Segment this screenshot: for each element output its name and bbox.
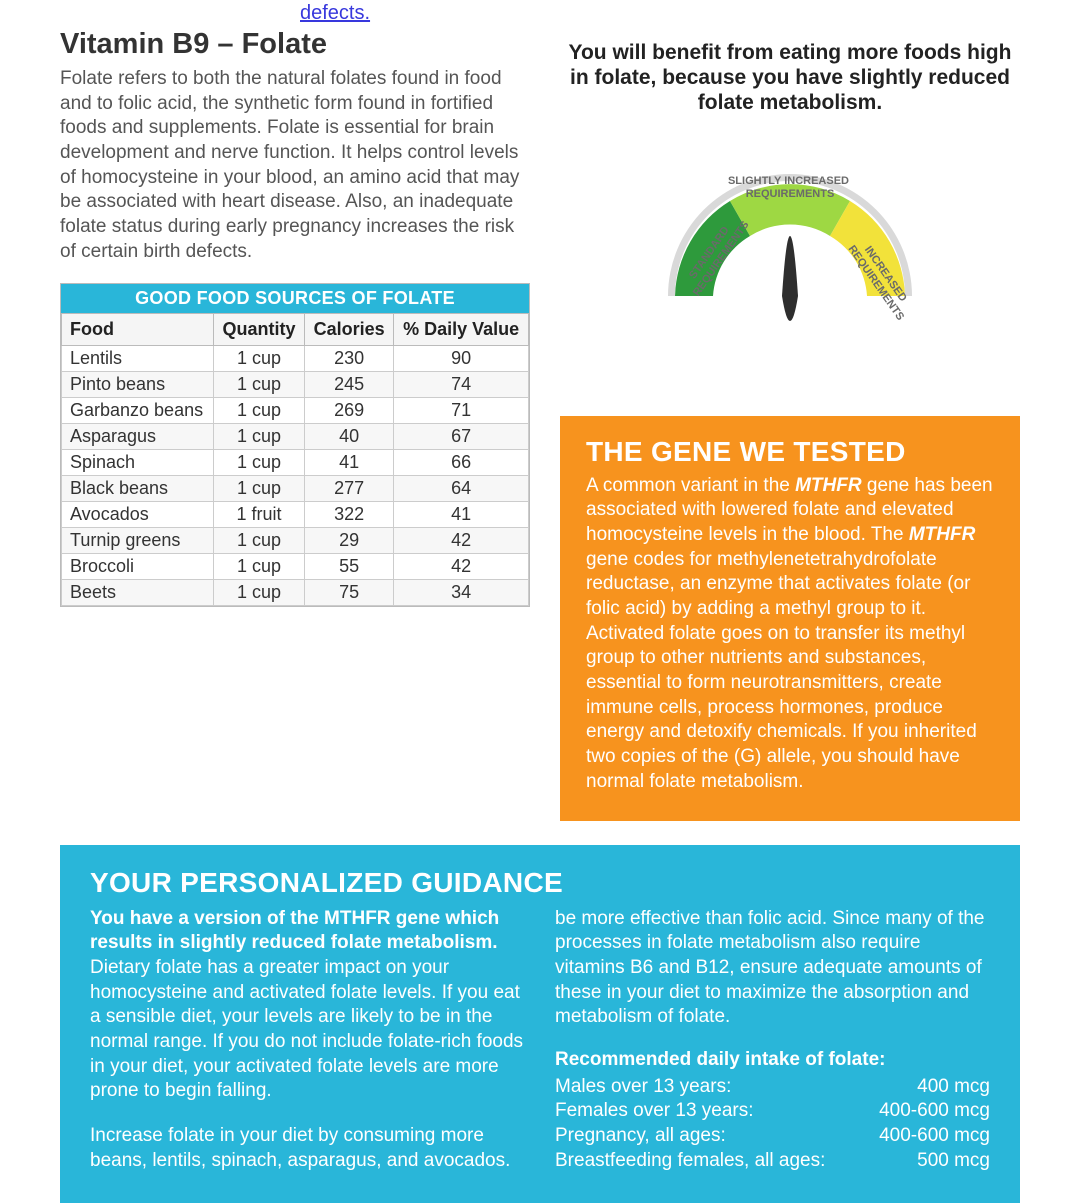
gene-panel-title: THE GENE WE TESTED	[586, 436, 994, 468]
table-row: Garbanzo beans1 cup26971	[62, 397, 529, 423]
table-cell: 42	[394, 527, 529, 553]
food-sources-table: GOOD FOOD SOURCES OF FOLATE Food Quantit…	[60, 283, 530, 607]
gene-panel-body: A common variant in the MTHFR gene has b…	[586, 474, 994, 795]
table-cell: Lentils	[62, 345, 214, 371]
table-header-row: Food Quantity Calories % Daily Value	[62, 313, 529, 345]
rdi-label: Females over 13 years:	[555, 1099, 754, 1124]
svg-text:SLIGHTLY INCREASED: SLIGHTLY INCREASED REQUIREMENTS	[728, 175, 852, 200]
table-row: Avocados1 fruit32241	[62, 501, 529, 527]
rdi-row: Males over 13 years: 400 mcg	[555, 1075, 990, 1100]
rdi-label: Pregnancy, all ages:	[555, 1124, 726, 1149]
rdi-value: 400-600 mcg	[879, 1099, 990, 1124]
table-cell: Beets	[62, 579, 214, 605]
table-cell: 1 fruit	[213, 501, 304, 527]
table-cell: 1 cup	[213, 449, 304, 475]
table-cell: 1 cup	[213, 579, 304, 605]
table-cell: 41	[394, 501, 529, 527]
table-cell: 74	[394, 371, 529, 397]
col-quantity: Quantity	[213, 313, 304, 345]
table-cell: Black beans	[62, 475, 214, 501]
table-cell: 40	[305, 423, 394, 449]
table-row: Spinach1 cup4166	[62, 449, 529, 475]
table-cell: 67	[394, 423, 529, 449]
table-cell: 29	[305, 527, 394, 553]
table-cell: 269	[305, 397, 394, 423]
table-cell: 41	[305, 449, 394, 475]
table-cell: 66	[394, 449, 529, 475]
table-cell: 1 cup	[213, 475, 304, 501]
page-title: Vitamin B9 – Folate	[60, 28, 530, 61]
table-title: GOOD FOOD SOURCES OF FOLATE	[61, 284, 529, 313]
table-cell: Asparagus	[62, 423, 214, 449]
table-cell: Turnip greens	[62, 527, 214, 553]
col-calories: Calories	[305, 313, 394, 345]
benefit-statement: You will benefit from eating more foods …	[560, 40, 1020, 116]
table-cell: Spinach	[62, 449, 214, 475]
rdi-label: Males over 13 years:	[555, 1075, 731, 1100]
rdi-row: Pregnancy, all ages: 400-600 mcg	[555, 1124, 990, 1149]
table-cell: 1 cup	[213, 527, 304, 553]
table-cell: 75	[305, 579, 394, 605]
guidance-title: YOUR PERSONALIZED GUIDANCE	[90, 867, 990, 899]
col-daily-value: % Daily Value	[394, 313, 529, 345]
guidance-panel: YOUR PERSONALIZED GUIDANCE You have a ve…	[60, 845, 1020, 1203]
rdi-label: Breastfeeding females, all ages:	[555, 1149, 825, 1174]
rdi-value: 400-600 mcg	[879, 1124, 990, 1149]
intro-paragraph: Folate refers to both the natural folate…	[60, 67, 530, 265]
table-cell: 1 cup	[213, 371, 304, 397]
rdi-row: Females over 13 years: 400-600 mcg	[555, 1099, 990, 1124]
table-cell: Garbanzo beans	[62, 397, 214, 423]
table-row: Beets1 cup7534	[62, 579, 529, 605]
table-cell: 55	[305, 553, 394, 579]
table-cell: Pinto beans	[62, 371, 214, 397]
table-cell: 322	[305, 501, 394, 527]
gauge-meter: STANDARD REQUIREMENTS SLIGHTLY INCREASED…	[560, 146, 1020, 356]
table-cell: 245	[305, 371, 394, 397]
table-cell: 42	[394, 553, 529, 579]
guidance-right-column: be more effective than folic acid. Since…	[555, 907, 990, 1174]
table-row: Pinto beans1 cup24574	[62, 371, 529, 397]
table-cell: 277	[305, 475, 394, 501]
rdi-heading: Recommended daily intake of folate:	[555, 1048, 990, 1073]
table-cell: 1 cup	[213, 397, 304, 423]
rdi-value: 500 mcg	[917, 1149, 990, 1174]
table-row: Black beans1 cup27764	[62, 475, 529, 501]
guidance-left-column: You have a version of the MTHFR gene whi…	[90, 907, 525, 1174]
partial-link-text[interactable]: defects.	[300, 0, 1020, 26]
table-cell: 71	[394, 397, 529, 423]
table-cell: 1 cup	[213, 423, 304, 449]
table-cell: 1 cup	[213, 345, 304, 371]
table-cell: Avocados	[62, 501, 214, 527]
table-cell: 34	[394, 579, 529, 605]
table-cell: 90	[394, 345, 529, 371]
col-food: Food	[62, 313, 214, 345]
table-row: Turnip greens1 cup2942	[62, 527, 529, 553]
rdi-value: 400 mcg	[917, 1075, 990, 1100]
table-cell: 230	[305, 345, 394, 371]
table-cell: 64	[394, 475, 529, 501]
table-row: Broccoli1 cup5542	[62, 553, 529, 579]
table-row: Lentils1 cup23090	[62, 345, 529, 371]
rdi-row: Breastfeeding females, all ages: 500 mcg	[555, 1149, 990, 1174]
table-cell: Broccoli	[62, 553, 214, 579]
table-row: Asparagus1 cup4067	[62, 423, 529, 449]
gene-tested-panel: THE GENE WE TESTED A common variant in t…	[560, 416, 1020, 821]
table-cell: 1 cup	[213, 553, 304, 579]
